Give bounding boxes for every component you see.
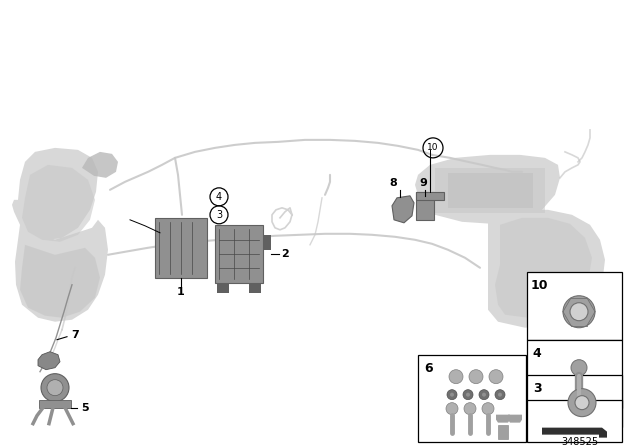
Circle shape [469,370,483,383]
Circle shape [463,390,473,400]
Bar [498,425,508,439]
Polygon shape [22,165,95,242]
Text: 5: 5 [81,403,89,413]
Text: 8: 8 [389,178,397,188]
Bar [418,355,526,442]
Circle shape [571,360,587,376]
Bar [263,235,271,250]
Polygon shape [38,352,60,370]
Polygon shape [15,220,108,322]
Text: 4: 4 [216,192,222,202]
Polygon shape [12,148,98,240]
Polygon shape [415,155,560,224]
Polygon shape [82,152,118,178]
Circle shape [498,392,502,396]
Circle shape [446,403,458,415]
Bar [527,400,622,442]
Circle shape [568,389,596,417]
Circle shape [482,403,494,415]
Bar [435,168,545,213]
Text: 10: 10 [428,143,439,152]
Bar [416,192,434,220]
Polygon shape [496,415,510,422]
Circle shape [464,403,476,415]
Text: 4: 4 [532,347,541,360]
Circle shape [479,390,489,400]
Polygon shape [542,428,607,438]
Polygon shape [488,210,605,328]
Circle shape [482,392,486,396]
Circle shape [47,379,63,396]
Text: 348525: 348525 [561,437,598,447]
Bar [527,375,622,426]
Circle shape [495,390,505,400]
Polygon shape [508,415,522,422]
Bar [215,225,263,283]
Circle shape [447,390,457,400]
Circle shape [570,303,588,321]
Polygon shape [392,196,414,223]
Text: 10: 10 [531,279,548,292]
Text: 3: 3 [216,210,222,220]
Polygon shape [495,218,592,318]
Circle shape [575,396,589,409]
Bar [39,400,71,408]
Bar [217,283,229,293]
Bar [527,340,622,408]
Text: 1: 1 [177,287,185,297]
Bar [448,173,533,208]
Circle shape [450,392,454,396]
Text: 3: 3 [532,382,541,395]
Text: 6: 6 [425,362,433,375]
Circle shape [489,370,503,383]
Polygon shape [20,245,100,318]
Text: 2: 2 [281,249,289,259]
Bar [527,272,622,340]
Bar [249,283,261,293]
Text: 7: 7 [71,330,79,340]
Text: 9: 9 [419,178,427,188]
Bar [155,218,207,278]
Bar [416,192,444,200]
Circle shape [41,374,69,402]
Circle shape [563,296,595,328]
Circle shape [466,392,470,396]
Circle shape [449,370,463,383]
